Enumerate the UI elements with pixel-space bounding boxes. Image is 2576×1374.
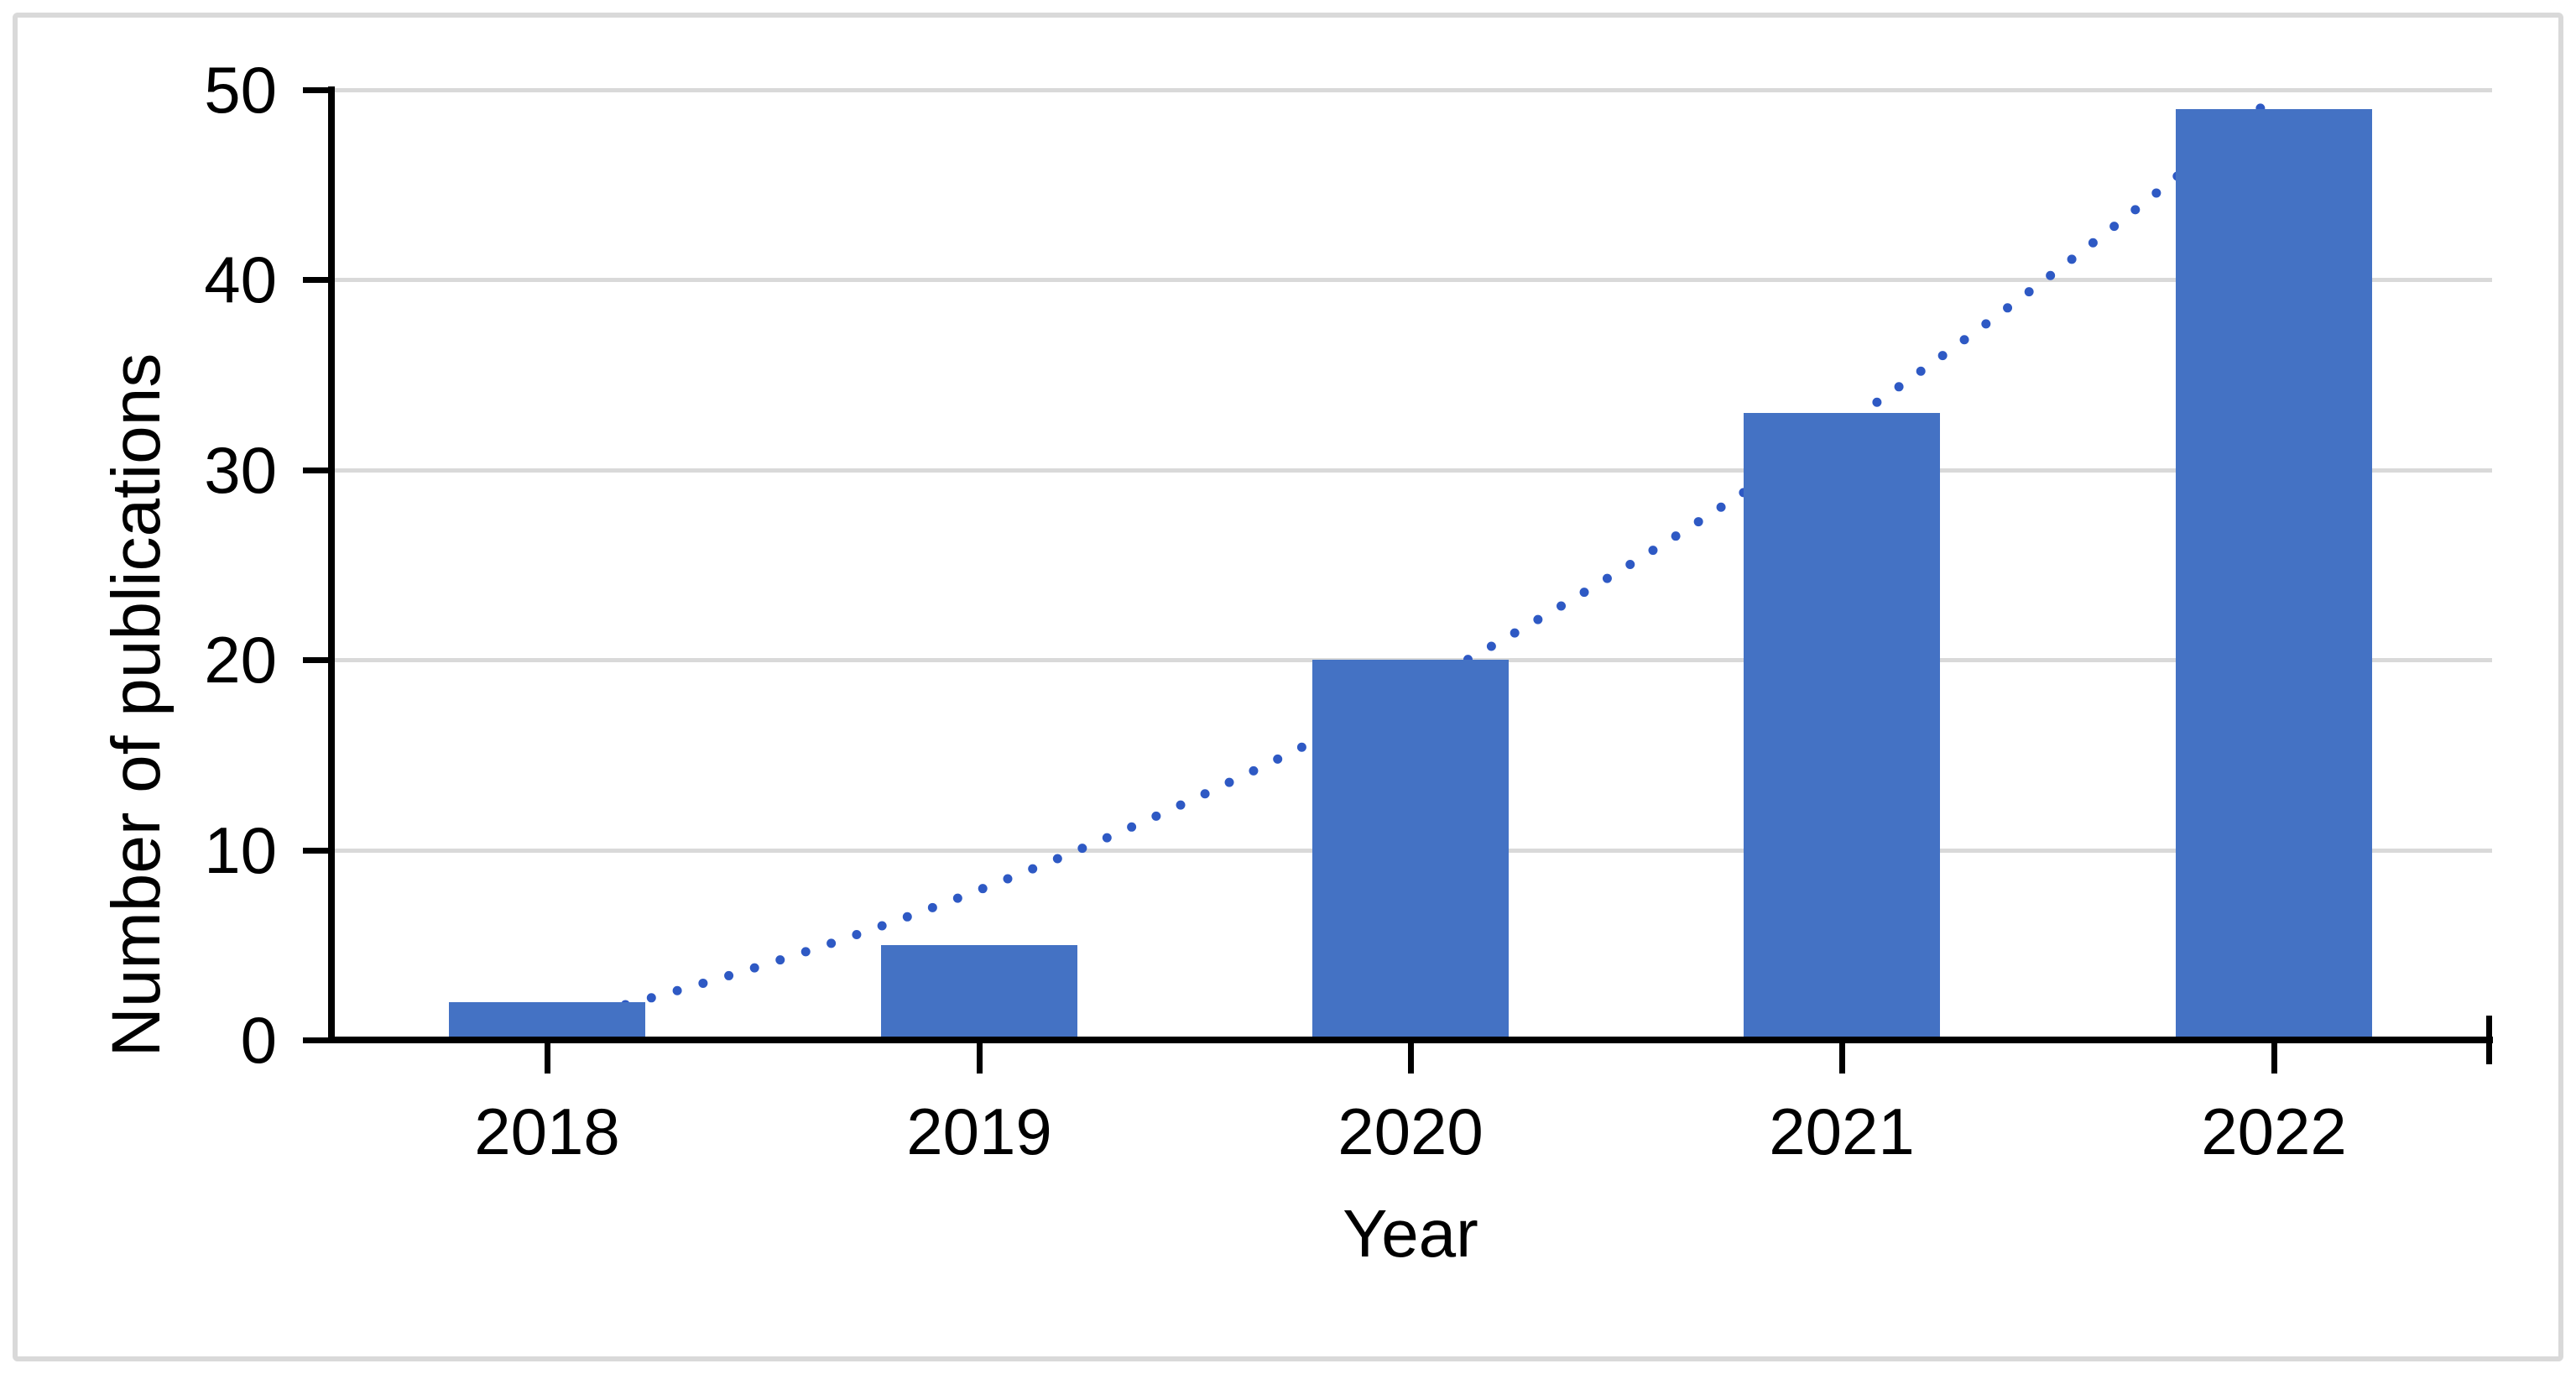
bar bbox=[881, 945, 1077, 1042]
bar bbox=[2176, 109, 2372, 1042]
x-tick-label: 2022 bbox=[2201, 1094, 2347, 1168]
y-gridline bbox=[331, 468, 2492, 473]
x-axis-end-tick bbox=[2486, 1016, 2492, 1064]
y-axis-tick bbox=[303, 848, 333, 854]
x-axis-tick bbox=[977, 1043, 983, 1074]
x-axis-tick bbox=[545, 1043, 550, 1074]
bar bbox=[1744, 413, 1940, 1042]
x-axis-tick bbox=[1408, 1043, 1414, 1074]
y-tick-label: 0 bbox=[240, 1003, 277, 1077]
x-axis-title: Year bbox=[1343, 1196, 1478, 1271]
x-tick-label: 2021 bbox=[1769, 1094, 1915, 1168]
y-axis-title: Number of publications bbox=[98, 353, 175, 1058]
y-axis-tick bbox=[303, 277, 333, 283]
y-axis-line bbox=[328, 86, 335, 1043]
x-tick-label: 2019 bbox=[906, 1094, 1052, 1168]
x-axis-line bbox=[328, 1037, 2493, 1043]
y-tick-label: 20 bbox=[204, 623, 277, 697]
y-gridline bbox=[331, 278, 2492, 282]
x-axis-tick bbox=[1839, 1043, 1845, 1074]
dotted-trendline bbox=[542, 92, 2279, 1029]
y-tick-label: 30 bbox=[204, 433, 277, 507]
y-tick-label: 40 bbox=[204, 243, 277, 316]
y-axis-tick bbox=[303, 657, 333, 663]
y-gridline bbox=[331, 88, 2492, 92]
y-axis-tick bbox=[303, 1037, 333, 1043]
x-axis-tick bbox=[2271, 1043, 2277, 1074]
y-tick-label: 50 bbox=[204, 53, 277, 127]
x-tick-label: 2018 bbox=[474, 1094, 620, 1168]
y-axis-tick bbox=[303, 468, 333, 473]
y-axis-tick bbox=[303, 87, 333, 93]
bar bbox=[1312, 660, 1509, 1042]
bar bbox=[449, 1002, 645, 1042]
x-tick-label: 2020 bbox=[1338, 1094, 1484, 1168]
y-tick-label: 10 bbox=[204, 813, 277, 887]
